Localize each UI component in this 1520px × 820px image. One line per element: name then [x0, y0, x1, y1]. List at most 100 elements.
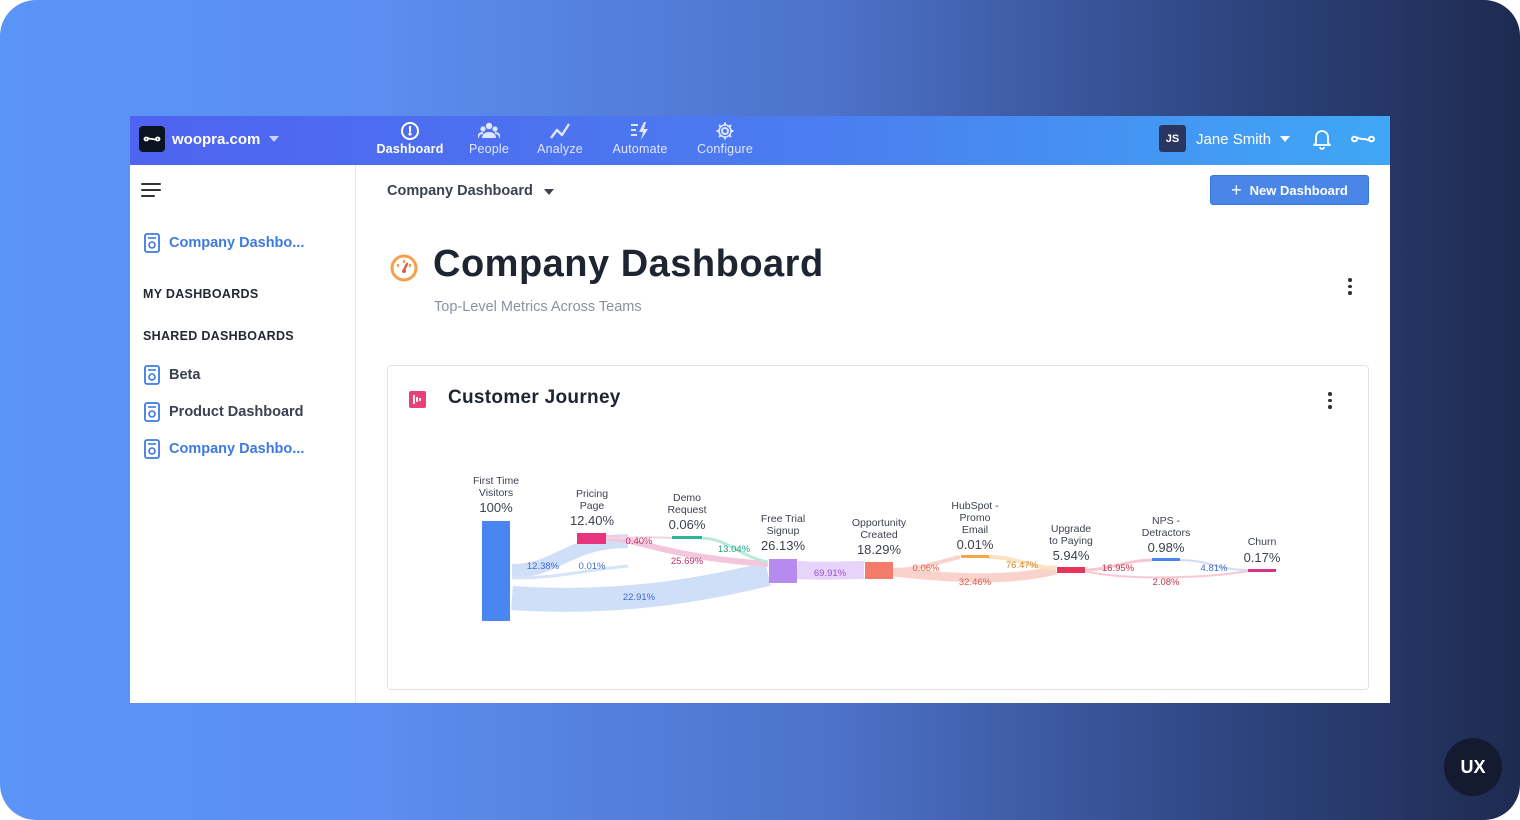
flow-band	[511, 562, 771, 612]
step-label: Visitors	[479, 487, 513, 499]
sankey-node	[865, 562, 893, 579]
step-label: Free Trial	[761, 513, 805, 525]
site-selector[interactable]: woopra.com	[172, 131, 261, 148]
woopra-logo-icon[interactable]	[139, 126, 165, 152]
sankey-node	[672, 536, 702, 539]
user-menu[interactable]: Jane Smith	[1196, 131, 1272, 148]
sidebar-item-label: Company Dashbo...	[169, 441, 305, 457]
customer-journey-card: Customer Journey	[387, 365, 1369, 690]
dashboard-doc-icon	[144, 439, 160, 459]
sankey-node	[961, 555, 989, 558]
flow-band	[987, 555, 1057, 570]
my-dashboards-heading[interactable]: MY DASHBOARDS	[143, 287, 259, 301]
flow-band	[1083, 570, 1249, 579]
step-label: Signup	[767, 525, 800, 537]
nav-automate[interactable]: Automate	[605, 116, 675, 165]
shared-dashboards-heading[interactable]: SHARED DASHBOARDS	[143, 329, 294, 343]
flow-band	[892, 565, 1058, 583]
flow-label: 22.91%	[623, 592, 656, 603]
nav-analyze[interactable]: Analyze	[530, 116, 590, 165]
ux-badge: UX	[1444, 738, 1502, 796]
flow-band	[796, 561, 865, 580]
sankey-node	[769, 559, 797, 583]
step-label: Created	[860, 529, 898, 541]
sidebar-item-company-dashboard[interactable]: Company Dashbo...	[144, 439, 304, 459]
step-label: Demo	[673, 492, 701, 504]
step-label: Request	[667, 504, 706, 516]
nav-people[interactable]: People	[460, 116, 518, 165]
dashboard-doc-icon	[144, 402, 160, 422]
page-title: Company Dashboard	[433, 243, 824, 285]
dashboard-doc-icon	[144, 365, 160, 385]
bell-icon[interactable]	[1312, 128, 1332, 150]
main-content: Company Dashboard + New Dashboard Compan…	[357, 165, 1390, 703]
step-label: Pricing	[576, 488, 608, 500]
flow-label: 32.46%	[959, 577, 992, 588]
flow-band	[1179, 559, 1249, 571]
dashboard-selector[interactable]: Company Dashboard	[387, 183, 533, 199]
sidebar-item-label: Product Dashboard	[169, 404, 304, 420]
nav-configure[interactable]: Configure	[690, 116, 760, 165]
flow-band	[511, 564, 629, 580]
sidebar-item-label: Company Dashbo...	[169, 235, 305, 251]
flow-band	[699, 536, 769, 564]
gear-icon	[716, 122, 734, 140]
plus-icon: +	[1231, 180, 1242, 200]
step-label: HubSpot -	[951, 500, 999, 512]
sidebar-item-label: Beta	[169, 367, 201, 383]
flow-label: 2.08%	[1153, 577, 1180, 588]
sankey-node	[1152, 558, 1180, 561]
user-avatar[interactable]: JS	[1159, 125, 1186, 152]
flow-label: 4.81%	[1201, 563, 1228, 574]
step-label: Detractors	[1142, 527, 1190, 539]
hamburger-menu-icon[interactable]	[141, 183, 161, 197]
step-value: 26.13%	[761, 538, 806, 553]
chevron-down-icon[interactable]	[544, 189, 554, 195]
journey-report-icon	[409, 391, 426, 408]
sidebar: Company Dashbo... MY DASHBOARDS SHARED D…	[130, 165, 356, 703]
dashboard-doc-icon	[144, 233, 160, 253]
step-label: Email	[962, 524, 988, 536]
flow-label: 0.40%	[626, 536, 653, 547]
step-label: to Paying	[1049, 535, 1093, 547]
new-dashboard-button[interactable]: + New Dashboard	[1210, 175, 1369, 205]
woopra-infinity-icon[interactable]	[1351, 130, 1375, 148]
step-value: 0.06%	[669, 517, 706, 532]
sankey-node	[1057, 567, 1085, 573]
sidebar-item-beta[interactable]: Beta	[144, 365, 200, 385]
flow-band	[605, 536, 673, 539]
flow-label: 16.95%	[1102, 563, 1135, 574]
flow-label: 0.01%	[579, 561, 606, 572]
step-label: Page	[580, 500, 605, 512]
nav-label: Dashboard	[376, 142, 444, 156]
step-label: Churn	[1248, 536, 1277, 548]
step-label: NPS -	[1152, 515, 1181, 527]
gauge-icon	[401, 122, 419, 140]
sidebar-item-current-dashboard[interactable]: Company Dashbo...	[144, 233, 304, 253]
flow-label: 76.47%	[1006, 560, 1039, 571]
flow-band	[1083, 558, 1153, 572]
dashboard-gauge-icon	[390, 254, 418, 282]
step-value: 5.94%	[1053, 548, 1090, 563]
sidebar-item-product-dashboard[interactable]: Product Dashboard	[144, 402, 304, 422]
people-icon	[478, 122, 500, 139]
step-value: 18.29%	[857, 542, 902, 557]
step-label: First Time	[473, 475, 519, 487]
chevron-down-icon[interactable]	[1280, 136, 1290, 142]
step-value: 0.17%	[1244, 550, 1281, 565]
page-options-icon[interactable]	[1347, 278, 1353, 298]
app-window: woopra.com Dashboard People Analyze Auto…	[130, 116, 1390, 703]
flow-label: 13.04%	[718, 544, 751, 555]
sankey-node	[1248, 569, 1276, 572]
card-options-icon[interactable]	[1327, 392, 1333, 412]
step-value: 12.40%	[570, 513, 615, 528]
flow-label: 12.38%	[527, 561, 560, 572]
nav-dashboard[interactable]: Dashboard	[376, 116, 444, 165]
chevron-down-icon[interactable]	[269, 136, 279, 142]
sankey-flows	[511, 534, 1249, 612]
step-value: 0.98%	[1148, 540, 1185, 555]
flow-label: 25.69%	[671, 556, 704, 567]
nav-label: Analyze	[537, 142, 583, 156]
step-label: Promo	[960, 512, 991, 524]
